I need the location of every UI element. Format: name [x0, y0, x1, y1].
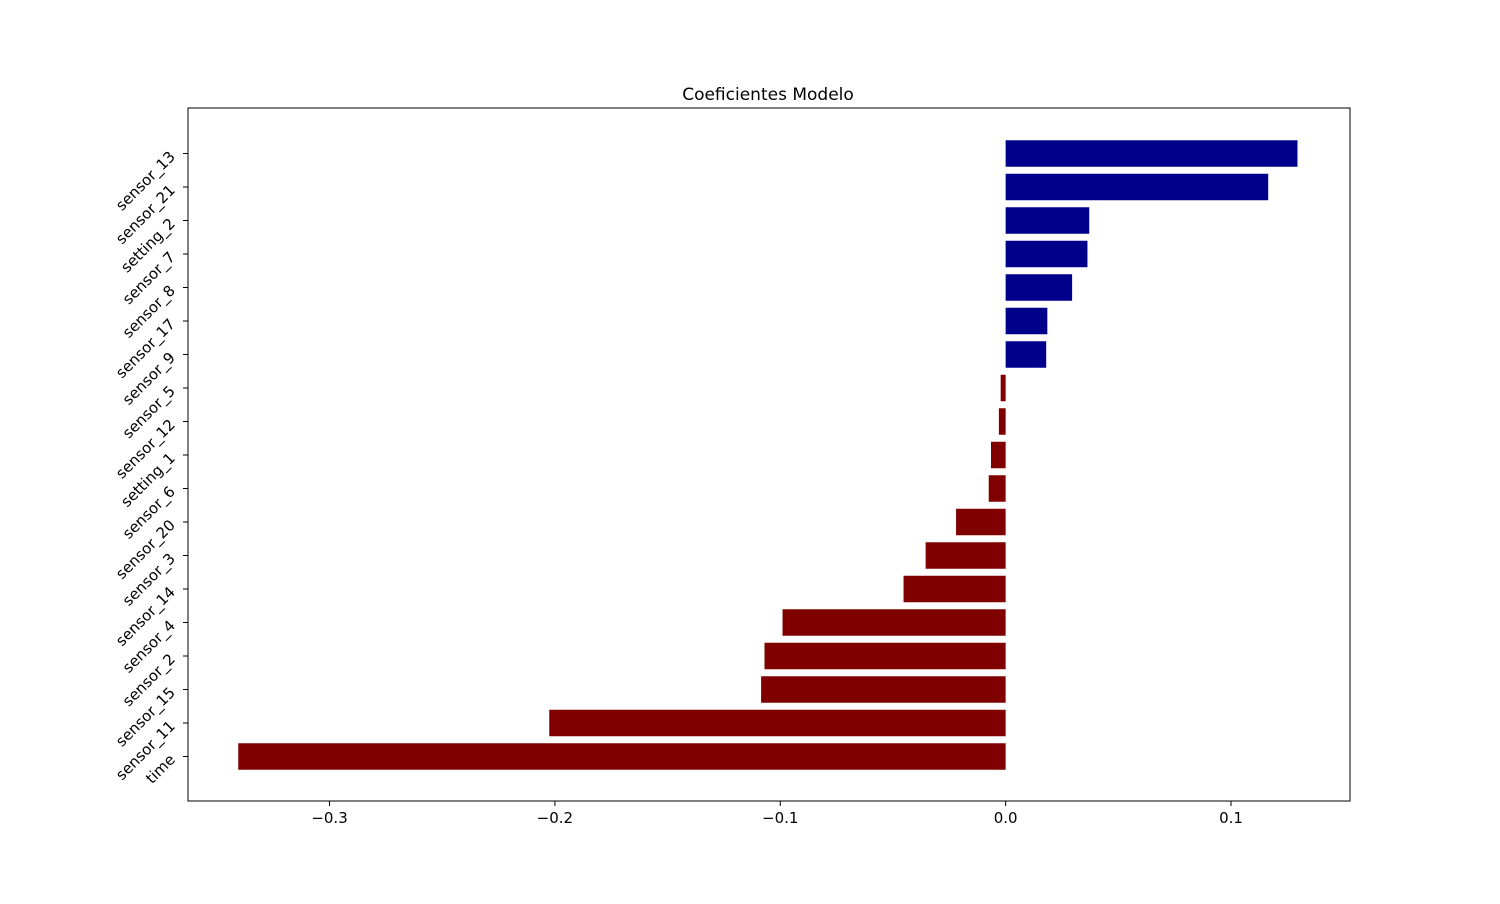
x-tick-label: 0.1	[1219, 809, 1243, 827]
x-tick-label: −0.1	[762, 809, 798, 827]
bar-sensor-4	[782, 609, 1006, 636]
x-axis: −0.3 −0.2 −0.1 0.0 0.1	[311, 801, 1243, 827]
bar-sensor-9	[1005, 341, 1047, 368]
bars-layer	[238, 140, 1298, 770]
x-tick-label: 0.0	[994, 809, 1018, 827]
bar-sensor-6	[988, 475, 1006, 502]
bar-sensor-17	[1005, 307, 1048, 335]
bar-sensor-13	[1005, 140, 1298, 167]
bar-sensor-7	[1005, 240, 1088, 268]
bar-sensor-8	[1005, 274, 1073, 301]
bar-sensor-15	[761, 676, 1006, 703]
y-axis: sensor_13sensor_21setting_2sensor_7senso…	[112, 148, 188, 787]
plot-area-frame	[187, 107, 1351, 802]
bar-sensor-5	[1000, 374, 1006, 402]
bar-setting-2	[1005, 207, 1090, 234]
bar-sensor-12	[998, 408, 1006, 435]
bar-sensor-11	[549, 709, 1006, 737]
x-tick-label: −0.3	[311, 809, 347, 827]
bar-sensor-2	[764, 642, 1006, 670]
bar-sensor-21	[1005, 173, 1269, 201]
bar-sensor-14	[903, 575, 1006, 603]
bar-setting-1	[990, 441, 1006, 469]
x-tick-label: −0.2	[537, 809, 573, 827]
bar-sensor-3	[925, 542, 1006, 569]
chart-title: Coeficientes Modelo	[682, 85, 854, 105]
bar-time	[238, 743, 1006, 770]
bar-sensor-20	[956, 508, 1006, 536]
